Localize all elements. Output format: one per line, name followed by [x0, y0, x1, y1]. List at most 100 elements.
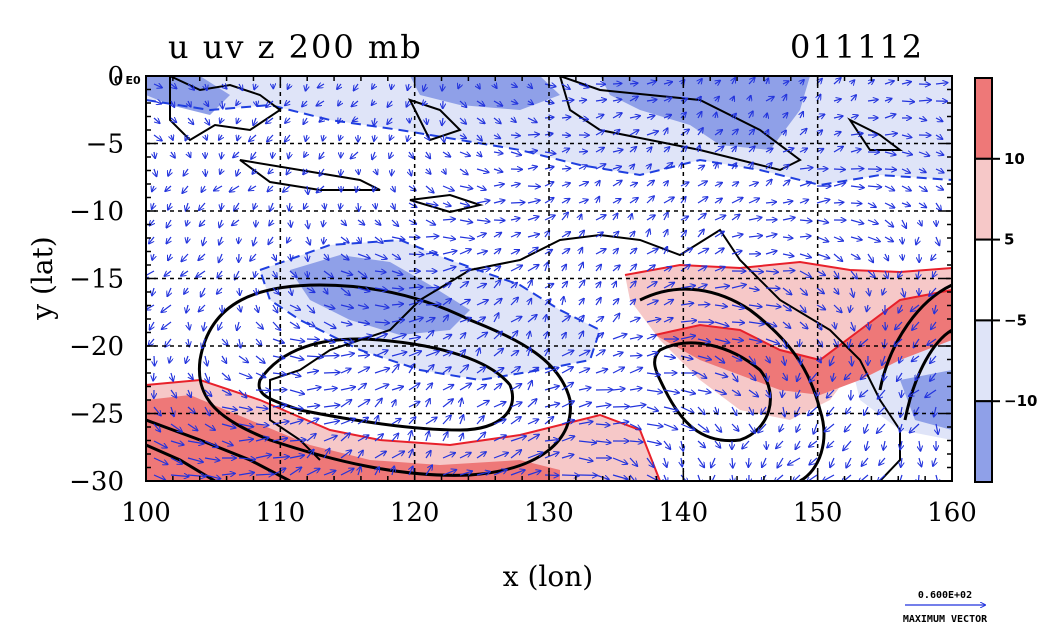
- wind-vector: [408, 318, 423, 323]
- wind-vector: [919, 457, 921, 466]
- wind-vector: [459, 203, 469, 206]
- wind-vector: [391, 434, 398, 442]
- wind-vector: [153, 118, 160, 123]
- wind-vector: [680, 98, 687, 101]
- wind-vector: [782, 165, 789, 169]
- wind-vector: [851, 321, 854, 331]
- wind-vector: [442, 385, 453, 391]
- wind-vector: [748, 305, 762, 307]
- wind-vector: [748, 322, 764, 324]
- wind-vector: [255, 424, 268, 425]
- wind-vector: [765, 180, 772, 187]
- wind-vector: [170, 457, 182, 464]
- wind-vector: [510, 233, 520, 237]
- wind-vector: [714, 267, 725, 272]
- wind-vector: [867, 100, 878, 101]
- wind-vector: [714, 423, 721, 432]
- wind-vector: [391, 288, 403, 289]
- wind-vector: [867, 270, 875, 277]
- wind-vector: [153, 474, 165, 480]
- wind-vector: [442, 203, 451, 206]
- wind-vector: [663, 300, 673, 306]
- wind-vector: [285, 134, 291, 142]
- wind-vector: [323, 405, 339, 407]
- wind-vector: [731, 251, 742, 254]
- wind-vector: [442, 117, 443, 125]
- wind-vector: [748, 372, 756, 380]
- wind-vector: [267, 134, 274, 142]
- wind-vector: [731, 322, 744, 323]
- wind-vector: [266, 117, 274, 123]
- wind-vector: [185, 135, 188, 140]
- wind-vector: [357, 335, 372, 340]
- wind-vector: [816, 200, 829, 203]
- wind-vector: [796, 389, 800, 398]
- wind-vector: [646, 390, 662, 392]
- wind-vector: [697, 372, 706, 378]
- vector-key-value: 0.600E+02: [918, 590, 972, 601]
- wind-vector: [646, 319, 660, 322]
- wind-vector: [782, 148, 793, 152]
- wind-vector: [476, 367, 485, 374]
- wind-vector: [561, 316, 570, 323]
- wind-vector: [545, 263, 548, 272]
- wind-vector: [919, 440, 920, 451]
- wind-vector: [476, 300, 488, 306]
- wind-vector: [425, 253, 437, 254]
- wind-vector: [698, 79, 702, 84]
- wind-vector: [171, 118, 176, 122]
- x-tick-label: 160: [927, 498, 977, 528]
- wind-vector: [459, 135, 466, 138]
- wind-vector: [930, 372, 937, 381]
- wind-vector: [374, 305, 389, 308]
- wind-vector: [884, 133, 897, 135]
- wind-vector: [884, 185, 894, 190]
- wind-vector: [884, 169, 896, 170]
- wind-vector: [372, 151, 375, 159]
- wind-vector: [782, 304, 791, 311]
- wind-vector: [255, 321, 263, 329]
- wind-vector: [374, 253, 387, 259]
- wind-vector: [390, 135, 392, 140]
- wind-vector: [493, 419, 506, 425]
- wind-vector: [187, 236, 188, 243]
- wind-vector: [272, 339, 284, 343]
- wind-vector: [867, 80, 874, 84]
- wind-vector: [238, 439, 253, 441]
- wind-vector: [561, 183, 570, 186]
- wind-vector: [935, 202, 941, 210]
- wind-vector: [646, 99, 657, 101]
- wind-vector: [714, 198, 722, 203]
- wind-vector: [425, 203, 437, 205]
- wind-vector: [595, 405, 610, 407]
- wind-vector: [765, 234, 777, 237]
- wind-vector: [561, 83, 570, 89]
- wind-vector: [150, 321, 154, 330]
- wind-vector: [425, 418, 437, 425]
- wind-vector: [850, 149, 861, 152]
- wind-vector: [476, 284, 486, 288]
- wind-vector: [146, 270, 155, 277]
- wind-vector: [510, 283, 517, 289]
- wind-vector: [902, 236, 903, 244]
- wind-vector: [613, 213, 618, 221]
- wind-vector: [187, 83, 194, 90]
- wind-vector: [286, 169, 290, 174]
- wind-vector: [289, 440, 306, 441]
- wind-vector: [425, 219, 435, 225]
- wind-vector: [272, 457, 289, 458]
- wind-vector: [221, 473, 235, 475]
- wind-vector: [578, 441, 596, 443]
- wind-vector: [340, 287, 350, 295]
- wind-vector: [476, 416, 484, 425]
- wind-vector: [663, 267, 671, 271]
- wind-vector: [630, 232, 635, 238]
- wind-vector: [800, 80, 804, 84]
- y-tick-label: −20: [69, 332, 124, 362]
- wind-vector: [442, 152, 450, 157]
- wind-vector: [731, 372, 738, 381]
- wind-vector: [613, 249, 618, 254]
- wind-vector: [442, 367, 451, 374]
- wind-vector: [578, 200, 588, 203]
- wind-vector: [809, 457, 818, 465]
